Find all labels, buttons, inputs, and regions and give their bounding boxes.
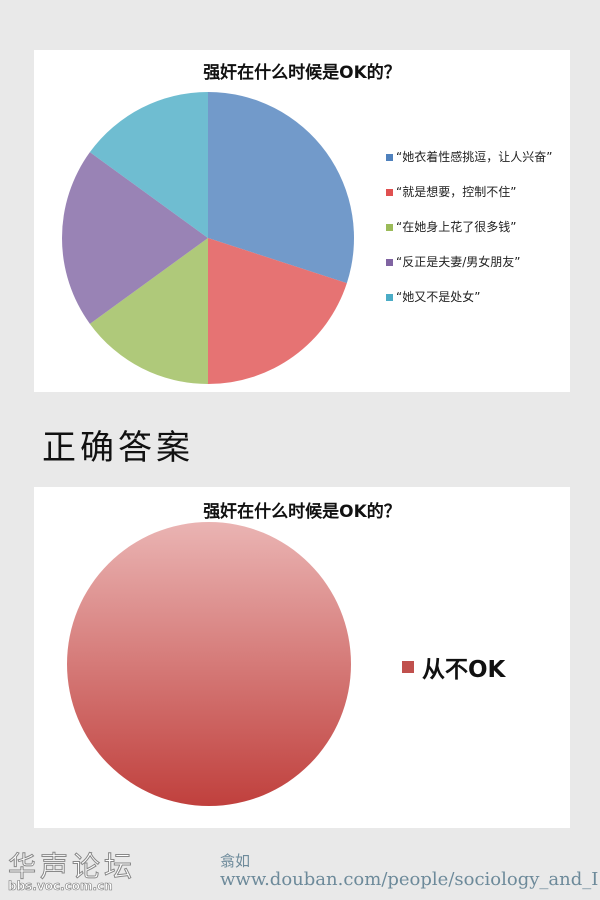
pie-chart xyxy=(67,522,351,806)
pie-slice xyxy=(89,92,208,238)
pie-slice xyxy=(208,92,354,284)
legend-label: “就是想要，控制不住” xyxy=(396,185,517,199)
legend-swatch xyxy=(386,294,393,301)
legend-item: “就是想要，控制不住” xyxy=(386,185,566,200)
legend-label: “反正是夫妻/男女朋友” xyxy=(396,255,521,269)
legend-swatch xyxy=(386,189,393,196)
legend-swatch xyxy=(386,259,393,266)
legend: “她衣着性感挑逗，让人兴奋” “就是想要，控制不住” “在她身上花了很多钱” “反正是… xyxy=(386,150,566,325)
pie-chart xyxy=(61,92,354,384)
pie-slice xyxy=(208,238,347,384)
legend-label: “她衣着性感挑逗，让人兴奋” xyxy=(396,150,553,164)
chart-panel-2: 强奸在什么时候是OK的？ 从不OK xyxy=(34,487,570,828)
legend-swatch xyxy=(386,224,393,231)
pie-slice xyxy=(67,522,351,806)
legend-label: 从不OK xyxy=(422,657,506,683)
legend-item: 从不OK xyxy=(402,650,505,684)
legend-item: “反正是夫妻/男女朋友” xyxy=(386,255,566,270)
watermark-site: 华声论坛 xyxy=(7,850,137,884)
legend-label: “她又不是处女” xyxy=(396,290,481,304)
watermark-site-url: bbs.voc.com.cn xyxy=(8,879,113,894)
legend-item: “在她身上花了很多钱” xyxy=(386,220,566,235)
chart-title: 强奸在什么时候是OK的？ xyxy=(203,63,401,83)
pie-slice xyxy=(61,152,208,324)
author-name: 翕如 xyxy=(220,852,251,870)
chart-title: 强奸在什么时候是OK的？ xyxy=(203,502,401,522)
author-url: www.douban.com/people/sociology_and_I xyxy=(220,869,599,890)
chart-panel-1: 强奸在什么时候是OK的？ “她衣着性感挑逗，让人兴奋” “就是想要，控制不住” “在… xyxy=(34,50,570,392)
legend-label: “在她身上花了很多钱” xyxy=(396,220,517,234)
heading: 正确答案 xyxy=(42,428,194,468)
legend-swatch xyxy=(386,154,393,161)
pie-slice xyxy=(89,238,208,384)
legend-swatch xyxy=(402,661,414,673)
legend-item: “她又不是处女” xyxy=(386,290,566,305)
legend-item: “她衣着性感挑逗，让人兴奋” xyxy=(386,150,566,165)
